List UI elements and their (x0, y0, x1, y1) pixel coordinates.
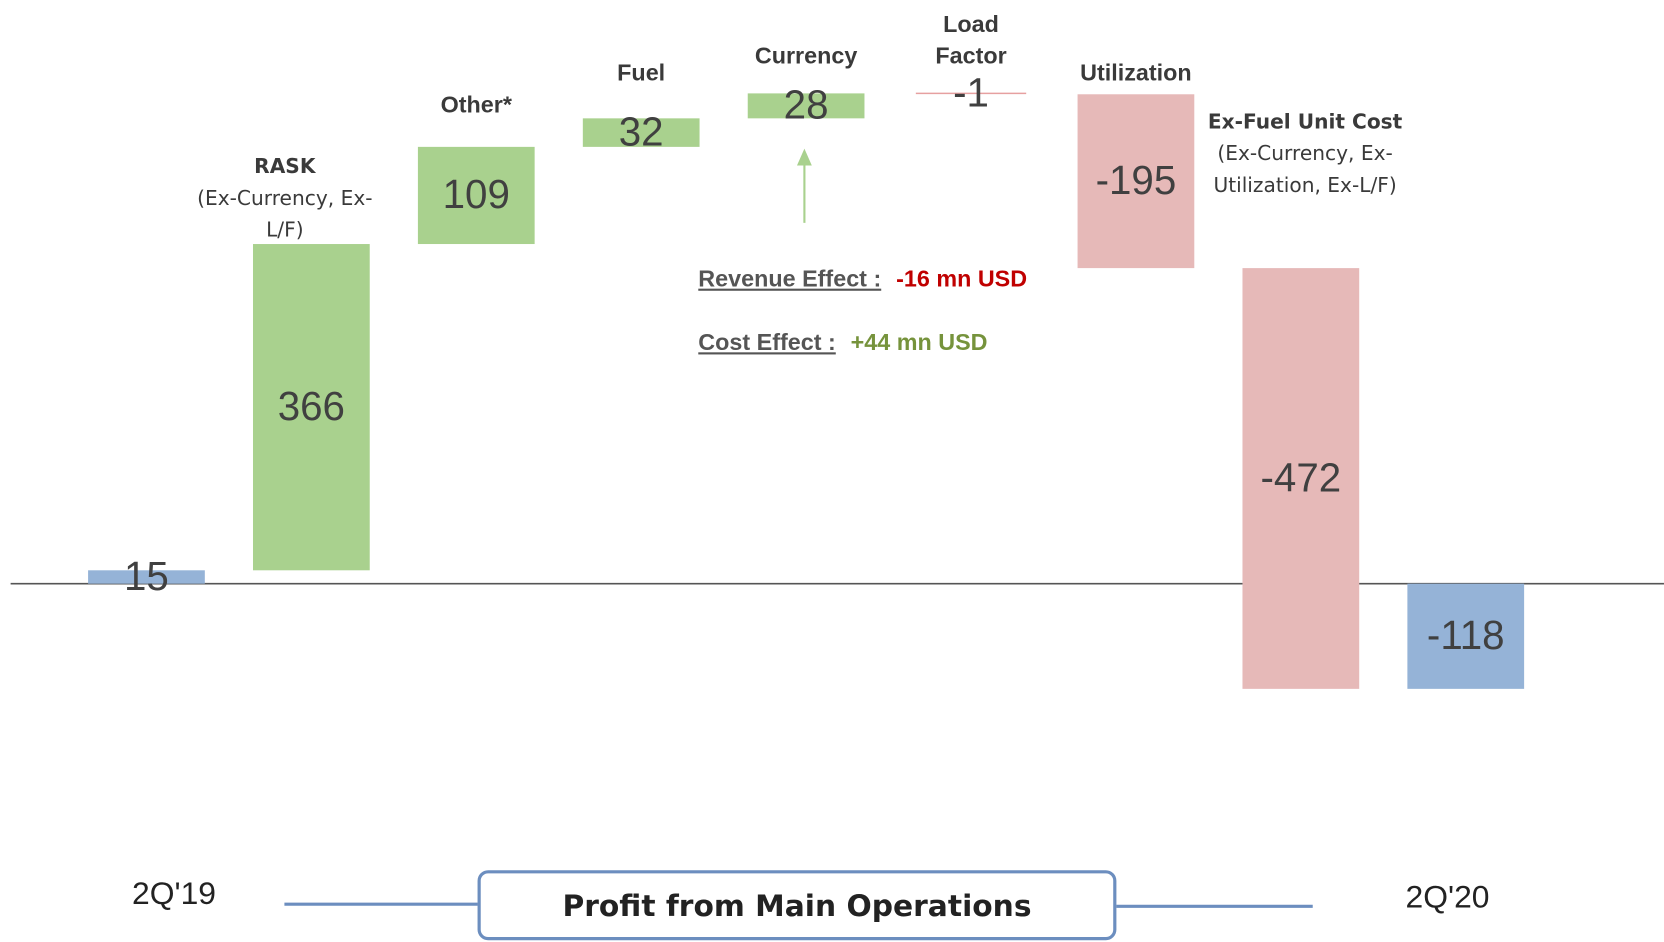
value-label: -472 (1260, 454, 1341, 500)
category-name: Ex-Fuel Unit Cost (1207, 110, 1403, 134)
annotation-label: Cost Effect : (698, 328, 836, 356)
category-name: Fuel (617, 59, 666, 86)
annotation: Cost Effect : +44 mn USD (698, 329, 987, 357)
value-label: 28 (784, 82, 829, 128)
footer-box: Profit from Main Operations (477, 870, 1117, 941)
category-name: Currency (754, 42, 858, 69)
category-note: (Ex-Currency, Ex-Utilization, Ex-L/F) (1213, 142, 1397, 198)
annotation-value: +44 mn USD (850, 328, 988, 356)
value-label: 109 (443, 171, 510, 217)
category-note: (Ex-Currency, Ex-L/F) (197, 186, 373, 242)
annotation-label: Revenue Effect : (698, 265, 882, 292)
category-label: Load Factor (913, 8, 1030, 72)
category-label: Fuel (535, 57, 747, 89)
category-label: 2Q'19 (132, 876, 217, 912)
footer-text: Profit from Main Operations (562, 887, 1032, 923)
bar (252, 244, 370, 571)
bar (1242, 268, 1360, 689)
bar (417, 146, 535, 245)
value-label: -118 (1427, 612, 1505, 658)
category-label: Currency (700, 40, 912, 72)
category-name: Load Factor (935, 10, 1007, 69)
category-label: Ex-Fuel Unit Cost (Ex-Currency, Ex-Utiliz… (1199, 106, 1411, 202)
category-name: Other* (440, 91, 512, 118)
category-label: Other* (370, 89, 582, 121)
value-label: 32 (619, 108, 664, 154)
category-label: RASK (Ex-Currency, Ex-L/F) (179, 151, 391, 247)
annotation: Revenue Effect : -16 mn USD (698, 265, 1027, 293)
bar (88, 570, 205, 584)
bar (582, 118, 700, 147)
annotation-value: -16 mn USD (896, 265, 1028, 292)
value-label: 366 (278, 383, 345, 429)
value-label: 15 (124, 553, 169, 599)
category-label: Utilization (1030, 57, 1242, 89)
category-label: 2Q'20 (1405, 879, 1490, 915)
category-name: Utilization (1080, 59, 1192, 86)
value-label: -1 (953, 70, 989, 116)
value-label: -195 (1096, 157, 1177, 203)
bar (1077, 94, 1195, 269)
category-name: RASK (254, 154, 316, 179)
bar (1407, 583, 1525, 689)
bar (747, 93, 865, 119)
arrow-head (796, 148, 812, 166)
